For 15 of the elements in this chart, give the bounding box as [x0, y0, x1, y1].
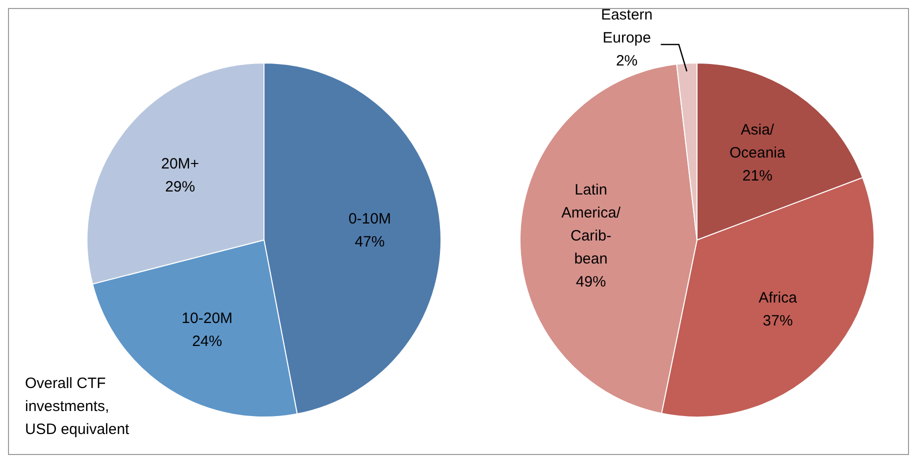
data-label: 49% [576, 273, 606, 290]
data-label: 24% [192, 333, 222, 350]
data-label: 37% [762, 312, 793, 330]
slice-label: Asia/ Oceania [729, 122, 786, 162]
data-label: 21% [742, 168, 772, 185]
slice-label: 20M+ [161, 155, 200, 172]
slice-label: Africa [758, 289, 798, 306]
data-label: 2% [616, 52, 638, 70]
text: Overall CTF investments, USD equivalent [25, 375, 130, 438]
slice-label: 10-20M [182, 310, 233, 328]
slice-label: Latin America/ Carib- bean [561, 181, 622, 268]
slice-label: 0-10M [348, 210, 391, 228]
data-label: 47% [354, 234, 385, 251]
slice-label: Eastern Europe [600, 6, 653, 47]
data-label: 29% [165, 178, 196, 196]
